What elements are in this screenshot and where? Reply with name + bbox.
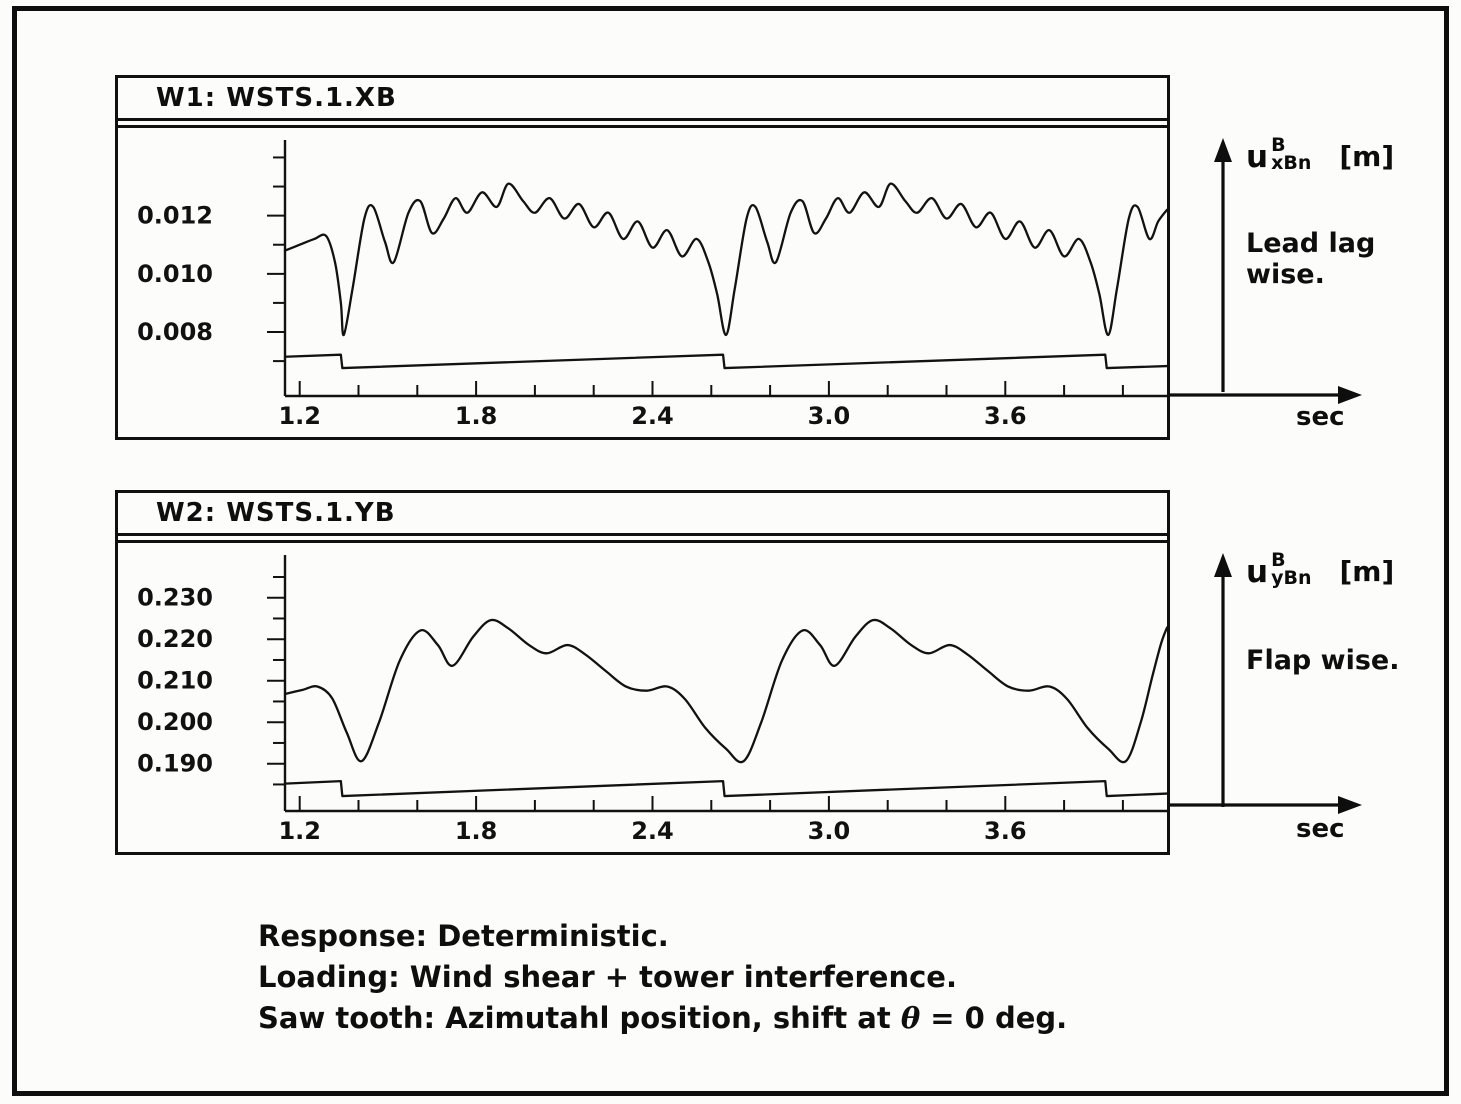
figure-border-frame [12,6,1449,1096]
x-axis-unit-w2: sec [1296,814,1345,844]
y-axis-arrow-w1 [1214,138,1232,392]
y-axis-label-scripts: B xBn [1271,134,1312,174]
panel-w1: W1: WSTS.1.XB 1.2 1.8 2.4 3.0 3.6 0.008 0.010 0… [115,75,1170,440]
svg-text:0.200: 0.200 [137,708,213,736]
y-axis-label-w1: u B xBn [m] [1246,136,1395,175]
svg-text:0.220: 0.220 [137,625,213,653]
chart-w1-svg: 1.2 1.8 2.4 3.0 3.6 0.008 0.010 0.012 [137,140,1167,430]
svg-text:3.0: 3.0 [808,817,851,845]
series-lead-lag-response [283,182,1167,337]
panel-w1-title: W1: WSTS.1.XB [156,83,397,113]
y-axis-label-superscript: B [1271,549,1286,571]
y-axis-unit: [m] [1339,140,1395,173]
y-axis-label-base: u [1246,554,1269,590]
panel-w2-title: W2: WSTS.1.YB [156,498,396,528]
svg-text:0.190: 0.190 [137,750,213,778]
svg-text:1.8: 1.8 [455,402,498,430]
y-axis-arrow-w2 [1214,553,1232,807]
y-axis-unit: [m] [1339,555,1395,588]
svg-text:0.008: 0.008 [137,318,213,346]
note-response: Response: Deterministic. [258,919,669,953]
figure-notes: Response: Deterministic. Loading: Wind s… [258,916,1118,1039]
theta-symbol: θ [900,1001,921,1035]
direction-caption-w2: Flap wise. [1246,645,1400,676]
note-sawtooth-tail: = 0 deg. [920,1001,1068,1035]
svg-text:0.012: 0.012 [137,202,213,230]
svg-text:0.210: 0.210 [137,667,213,695]
svg-text:2.4: 2.4 [631,402,674,430]
panel-w1-title-bar: W1: WSTS.1.XB [118,78,1167,121]
x-axis-arrow-w2 [1170,796,1362,814]
series-azimuth-sawtooth [283,353,1167,370]
y-axis-label-w2: u B yBn [m] [1246,551,1395,590]
y-axis-label-base: u [1246,139,1269,175]
svg-text:0.010: 0.010 [137,260,213,288]
svg-text:3.6: 3.6 [984,817,1027,845]
svg-text:3.0: 3.0 [808,402,851,430]
svg-text:1.2: 1.2 [278,402,321,430]
x-axis-arrow-w1 [1170,386,1362,404]
series-azimuth-sawtooth [283,779,1167,798]
svg-text:1.2: 1.2 [278,817,321,845]
y-axis-label-subscript: yBn [1271,567,1312,589]
svg-text:1.8: 1.8 [455,817,498,845]
panel-w1-plot: 1.2 1.8 2.4 3.0 3.6 0.008 0.010 0.012 [118,125,1167,437]
x-axis-unit-w1: sec [1296,402,1345,432]
note-sawtooth: Saw tooth: Azimutahl position, shift at … [258,998,1118,1039]
svg-text:0.230: 0.230 [137,584,213,612]
chart-w2-svg: 1.2 1.8 2.4 3.0 3.6 0.190 0.200 0.210 0.220 0.230 [137,555,1167,845]
series-flap-response [283,618,1167,764]
y-axis-label-superscript: B [1271,134,1286,156]
note-sawtooth-text: Saw tooth: Azimutahl position, shift at [258,1001,901,1035]
panel-w2-plot: 1.2 1.8 2.4 3.0 3.6 0.190 0.200 0.210 0.220 0.230 [118,540,1167,852]
svg-text:3.6: 3.6 [984,402,1027,430]
svg-text:2.4: 2.4 [631,817,674,845]
direction-caption-w1: Lead lag wise. [1246,228,1376,290]
note-loading: Loading: Wind shear + tower interference… [258,960,957,994]
panel-w2-title-bar: W2: WSTS.1.YB [118,493,1167,536]
y-axis-label-subscript: xBn [1271,152,1312,174]
y-axis-label-scripts: B yBn [1271,549,1312,589]
panel-w2: W2: WSTS.1.YB 1.2 1.8 2.4 3.0 3.6 0.190 0.200 0… [115,490,1170,855]
